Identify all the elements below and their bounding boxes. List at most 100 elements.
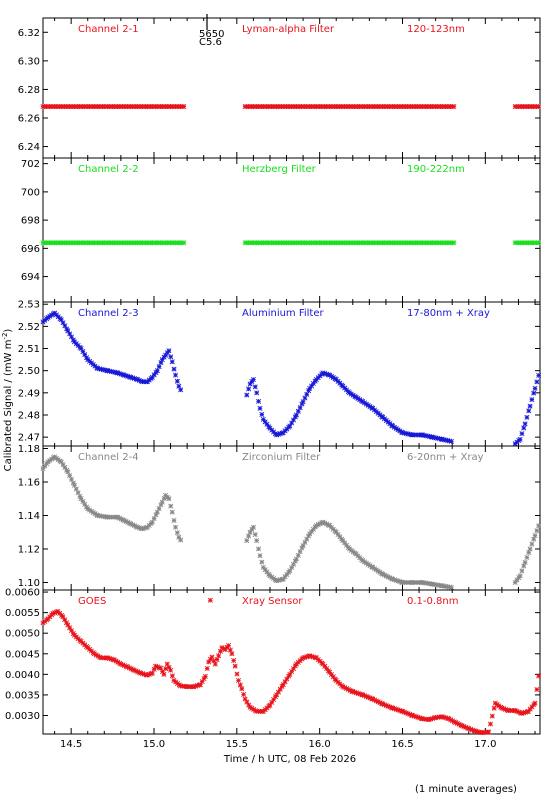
y-tick-label: 6.24	[18, 142, 40, 153]
data-point	[519, 568, 525, 574]
data-point	[158, 360, 164, 366]
data-point	[518, 710, 524, 716]
data-point	[159, 669, 165, 675]
data-point	[395, 707, 401, 713]
x-tick-label: 16.5	[391, 739, 413, 750]
data-point	[524, 414, 530, 420]
data-point	[292, 558, 298, 564]
x-tick-label: 14.5	[60, 739, 82, 750]
data-point	[269, 699, 275, 705]
y-tick-label: 696	[21, 244, 40, 255]
data-point	[476, 729, 482, 735]
y-tick-label: 0.0050	[5, 629, 40, 640]
data-point	[214, 657, 220, 663]
data-point	[456, 721, 462, 727]
panel-frame	[42, 157, 541, 303]
data-point	[532, 533, 538, 539]
data-point	[390, 576, 396, 582]
x-tick-label: 15.5	[226, 739, 248, 750]
data-point	[284, 676, 290, 682]
data-point	[371, 697, 378, 703]
data-point	[123, 518, 129, 524]
data-point	[360, 692, 366, 698]
data-point	[121, 663, 128, 669]
data-point	[62, 323, 68, 329]
data-point	[237, 682, 243, 688]
data-point	[306, 388, 312, 394]
data-point	[320, 519, 326, 525]
data-point	[64, 620, 70, 626]
data-point	[499, 705, 505, 711]
data-point	[486, 729, 492, 735]
data-point	[390, 705, 396, 711]
data-point	[299, 401, 305, 407]
data-point	[166, 664, 172, 670]
data-point	[148, 671, 154, 677]
data-point	[295, 408, 301, 414]
data-point	[428, 716, 434, 722]
data-point	[58, 317, 64, 323]
data-point	[290, 561, 297, 567]
data-point	[302, 654, 308, 660]
data-point	[290, 417, 297, 423]
data-point	[252, 532, 258, 538]
data-point	[343, 685, 350, 692]
data-point	[149, 519, 155, 525]
data-point	[534, 379, 540, 385]
panels: 6.24 6.26 6.28 6.30 6.32 Channel 2-1 Lyman-alp…	[5, 14, 542, 750]
y-tick-label: 1.10	[18, 578, 40, 589]
data-point	[123, 663, 129, 669]
data-point	[60, 320, 66, 326]
data-point	[70, 337, 76, 343]
data-point	[417, 715, 423, 721]
data-point	[232, 663, 238, 669]
data-point	[70, 630, 76, 636]
data-point	[286, 673, 292, 679]
data-point	[259, 559, 265, 565]
y-tick-label: 2.51	[18, 344, 40, 355]
data-point	[254, 390, 260, 396]
data-point	[367, 695, 373, 701]
series-2	[40, 240, 541, 246]
data-point	[254, 538, 260, 544]
data-point	[461, 724, 467, 730]
data-point	[521, 563, 527, 569]
panel-filter: Herzberg Filter	[242, 164, 317, 175]
y-tick-label: 702	[21, 159, 40, 170]
data-point	[178, 387, 184, 393]
data-point	[524, 554, 530, 560]
panel-band: 6-20nm + Xray	[407, 452, 484, 463]
data-point	[527, 546, 533, 552]
data-point	[380, 571, 386, 577]
x-axis-label: Time / h UTC, 08 Feb 2026	[223, 754, 356, 765]
data-point	[403, 710, 409, 716]
data-point	[151, 515, 157, 522]
data-point	[62, 464, 68, 470]
data-point	[275, 431, 281, 437]
panel-title: Channel 2-2	[78, 164, 139, 175]
data-point	[340, 684, 346, 690]
data-point	[277, 431, 283, 437]
data-point	[411, 713, 417, 719]
data-point	[362, 693, 368, 699]
data-point	[65, 328, 71, 334]
data-point	[78, 346, 84, 352]
footnote: (1 minute averages)	[415, 784, 517, 795]
y-tick-label: 1.18	[18, 444, 40, 455]
data-point	[526, 408, 532, 414]
data-point	[146, 671, 152, 677]
data-point	[293, 556, 299, 562]
data-point	[274, 432, 280, 438]
data-point	[289, 420, 295, 426]
data-point	[71, 482, 77, 488]
data-point	[300, 655, 306, 661]
data-point	[246, 533, 252, 539]
y-tick-label: 2.50	[18, 366, 40, 377]
data-point	[249, 705, 255, 711]
data-point	[282, 679, 288, 685]
data-point	[503, 706, 509, 712]
panel-title: Channel 2-3	[78, 308, 139, 319]
data-point	[58, 459, 64, 465]
data-point	[68, 476, 75, 482]
data-point	[121, 517, 127, 524]
